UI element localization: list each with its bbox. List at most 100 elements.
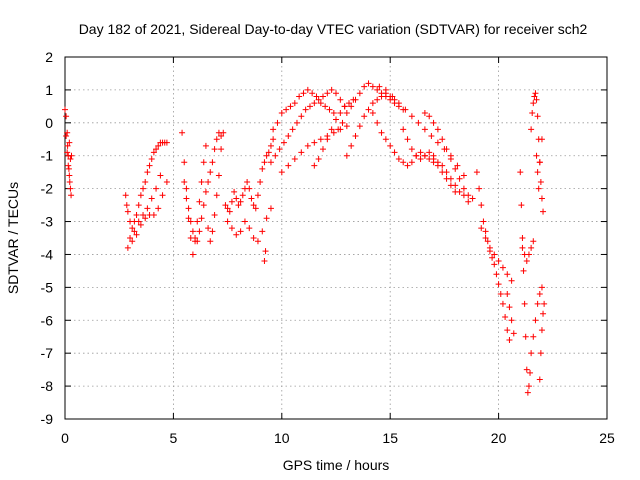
data-point (244, 179, 251, 186)
y-tick-label: -3 (41, 214, 54, 230)
data-point (531, 93, 538, 100)
data-point (241, 218, 248, 225)
data-point (306, 103, 313, 110)
data-point (426, 113, 433, 120)
data-point (480, 218, 487, 225)
data-point (304, 86, 311, 93)
data-point (200, 159, 207, 166)
data-point (66, 139, 73, 146)
y-tick-label: 1 (45, 82, 53, 98)
data-point (521, 300, 528, 307)
data-point (218, 146, 225, 153)
data-point (382, 136, 389, 143)
data-point (235, 202, 242, 209)
data-point (259, 228, 266, 235)
data-point (315, 156, 322, 163)
data-point (67, 185, 74, 192)
data-point (142, 179, 149, 186)
data-point (374, 86, 381, 93)
chart-title: Day 182 of 2021, Sidereal Day-to-day VTE… (79, 21, 588, 37)
data-point (65, 162, 72, 169)
data-point (389, 93, 396, 100)
data-point (311, 139, 318, 146)
data-point (408, 159, 415, 166)
data-point (391, 149, 398, 156)
data-point (415, 119, 422, 126)
data-point (378, 129, 385, 136)
data-point (129, 238, 136, 245)
data-point (213, 192, 220, 199)
data-point (278, 169, 285, 176)
x-tick-label: 0 (61, 430, 69, 446)
data-point (291, 100, 298, 107)
data-point (524, 389, 531, 396)
data-point (207, 169, 214, 176)
data-point (365, 80, 372, 87)
data-point (302, 106, 309, 113)
data-point (63, 113, 70, 120)
data-point (252, 205, 259, 212)
chart-title-layer: Day 182 of 2021, Sidereal Day-to-day VTE… (79, 21, 588, 37)
data-point (194, 218, 201, 225)
data-point (476, 185, 483, 192)
data-point (64, 129, 71, 136)
data-point (220, 129, 227, 136)
data-point (324, 90, 331, 97)
data-point (209, 159, 216, 166)
data-point (66, 179, 73, 186)
data-point (532, 317, 539, 324)
data-point (304, 142, 311, 149)
data-point (400, 126, 407, 133)
y-tick-label: -5 (41, 279, 54, 295)
data-point (246, 185, 253, 192)
data-point (333, 90, 339, 97)
data-point (400, 159, 407, 166)
data-point (313, 93, 320, 100)
data-point (540, 208, 547, 215)
data-point (189, 228, 196, 235)
data-point (482, 228, 489, 235)
x-tick-label: 5 (170, 430, 178, 446)
y-tick-label: -8 (41, 378, 54, 394)
data-point (491, 261, 498, 268)
data-point (343, 152, 350, 159)
data-point (205, 179, 212, 186)
data-point (538, 136, 545, 143)
data-point (537, 350, 544, 357)
data-point (484, 238, 491, 245)
data-point (157, 172, 164, 179)
data-point (519, 235, 526, 241)
data-point (486, 244, 493, 251)
data-point (387, 142, 394, 149)
data-point (348, 103, 355, 110)
data-point (528, 126, 535, 133)
data-point (146, 162, 153, 169)
data-point (395, 156, 402, 163)
y-tick-label: -6 (41, 312, 54, 328)
data-point (317, 136, 324, 143)
data-point (369, 109, 376, 116)
data-point (536, 376, 543, 383)
data-point (228, 198, 235, 205)
data-point (493, 271, 500, 278)
data-point (497, 290, 504, 297)
data-point (218, 132, 225, 139)
data-point (124, 244, 131, 251)
data-point (200, 202, 207, 209)
data-point (341, 103, 348, 110)
data-point (434, 159, 441, 166)
data-point (185, 215, 192, 222)
data-point (469, 195, 476, 202)
data-point (369, 83, 376, 90)
data-point (408, 113, 415, 120)
plot-frame (64, 56, 608, 420)
data-point (536, 159, 543, 166)
grid-layer (65, 57, 607, 419)
data-point (352, 96, 359, 103)
data-point (374, 96, 381, 103)
data-point (250, 235, 257, 241)
data-point (311, 162, 318, 169)
data-point (439, 162, 446, 169)
data-point (538, 195, 545, 202)
